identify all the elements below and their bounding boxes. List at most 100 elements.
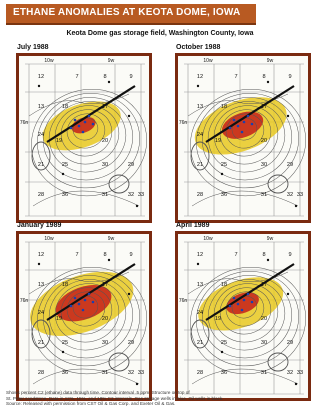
oil-well — [127, 114, 131, 118]
gas-storage-well — [83, 120, 87, 124]
section-number: 29 — [128, 340, 134, 346]
range-label-9w: 9w — [108, 236, 115, 242]
section-number: 21 — [197, 340, 203, 346]
section-number: 31 — [261, 370, 267, 376]
section-number: 19 — [215, 316, 221, 322]
gas-storage-well — [81, 130, 85, 134]
section-number: 32 — [287, 370, 293, 376]
gas-storage-well — [87, 292, 91, 296]
map-panel-january-1989: 10w 9w 76n 12 7 8 9 13 18 17 24 19 20 21 25 30 29 28 36 31 3… — [16, 231, 152, 401]
gas-storage-well — [228, 126, 232, 130]
gas-storage-well — [240, 308, 244, 312]
wells — [196, 258, 298, 386]
section-number: 12 — [38, 74, 44, 80]
oil-well — [107, 258, 111, 262]
oil-well — [135, 204, 139, 208]
gas-storage-well — [228, 304, 232, 308]
gas-storage-well — [77, 302, 81, 306]
map-svg: 10w 9w 76n 12 7 8 9 13 18 17 24 19 20 21 25 30 29 28 36 31 3… — [178, 56, 308, 220]
range-label-9w: 9w — [108, 58, 115, 64]
oil-well — [196, 262, 200, 266]
structure-contours — [28, 88, 148, 207]
section-number: 17 — [102, 282, 108, 288]
section-number: 30 — [261, 340, 267, 346]
oil-well — [37, 84, 41, 88]
section-number: 12 — [197, 252, 203, 258]
section-number: 17 — [261, 104, 267, 110]
section-number: 18 — [221, 104, 227, 110]
map-panel-april-1989: 10w 9w 76n 12 7 8 9 13 18 17 24 19 20 21 25 30 29 28 36 31 3… — [175, 231, 311, 401]
oil-well — [196, 84, 200, 88]
range-label-9w: 9w — [267, 236, 274, 242]
section-number: 28 — [197, 192, 203, 198]
section-number: 20 — [261, 138, 267, 144]
panel-title-october-1988: October 1988 — [176, 44, 221, 51]
figure-caption: Shows percent C2 (ethane) data through t… — [6, 390, 314, 407]
oil-well — [127, 292, 131, 296]
header-banner: ETHANE ANOMALIES AT KEOTA DOME, IOWA — [6, 4, 256, 25]
caption-line-2: St. Peter sandstone. Data in 12%, 15%, a… — [6, 395, 224, 401]
section-number: 9 — [288, 74, 291, 80]
gas-storage-well — [69, 126, 73, 130]
section-number: 36 — [62, 370, 68, 376]
section-number: 25 — [221, 340, 227, 346]
section-number: 29 — [287, 340, 293, 346]
section-number: 19 — [56, 138, 62, 144]
gas-storage-well — [250, 300, 254, 304]
section-number: 13 — [38, 282, 44, 288]
gas-storage-well — [236, 124, 240, 128]
wells — [196, 80, 298, 208]
section-number: 25 — [62, 162, 68, 168]
map-svg: 10w 9w 76n 12 7 8 9 13 18 17 24 19 20 21 25 30 29 28 36 31 3… — [178, 234, 308, 398]
section-number: 31 — [102, 192, 108, 198]
fault-line — [46, 85, 136, 143]
section-number: 13 — [197, 104, 203, 110]
banner-title: ETHANE ANOMALIES AT KEOTA DOME, IOWA — [13, 7, 241, 18]
gas-storage-well — [73, 118, 77, 122]
oil-well — [294, 382, 298, 386]
oil-well — [286, 114, 290, 118]
township-label: 76n — [179, 120, 188, 126]
oil-well — [61, 172, 65, 176]
panel-title-january-1989: January 1989 — [17, 222, 62, 229]
section-number: 7 — [75, 252, 78, 258]
oil-well — [294, 204, 298, 208]
structure-contours — [28, 266, 148, 385]
section-number: 13 — [38, 104, 44, 110]
panel-title-april-1989: April 1989 — [176, 222, 210, 229]
fault-line — [46, 263, 136, 321]
structure-contours — [187, 88, 307, 207]
section-number: 8 — [262, 74, 265, 80]
gas-storage-well — [77, 124, 81, 128]
section-number: 31 — [261, 192, 267, 198]
section-number: 9 — [288, 252, 291, 258]
section-number: 20 — [261, 316, 267, 322]
oil-well — [37, 262, 41, 266]
section-number: 33 — [297, 192, 303, 198]
section-number: 33 — [138, 192, 144, 198]
gas-storage-well — [91, 300, 95, 304]
section-number: 18 — [221, 282, 227, 288]
township-label: 76n — [179, 298, 188, 304]
fault-line — [205, 263, 295, 321]
section-number: 18 — [62, 104, 68, 110]
section-number: 32 — [128, 370, 134, 376]
section-number: 21 — [38, 162, 44, 168]
section-number: 17 — [261, 282, 267, 288]
section-number: 31 — [102, 370, 108, 376]
section-number: 32 — [287, 192, 293, 198]
oil-well — [286, 292, 290, 296]
section-number: 28 — [38, 192, 44, 198]
map-panel-july-1988: 10w 9w 76n 12 7 8 9 13 18 17 24 19 20 21 25 30 29 28 36 31 3… — [16, 53, 152, 223]
section-number: 9 — [129, 252, 132, 258]
section-number: 36 — [221, 192, 227, 198]
range-label-9w: 9w — [267, 58, 274, 64]
gas-storage-well — [91, 122, 95, 126]
gas-storage-well — [69, 304, 73, 308]
section-number: 8 — [262, 252, 265, 258]
section-number: 18 — [62, 282, 68, 288]
gas-storage-well — [250, 122, 254, 126]
gas-storage-well — [242, 298, 246, 302]
section-number: 7 — [234, 252, 237, 258]
gas-storage-well — [87, 114, 91, 118]
